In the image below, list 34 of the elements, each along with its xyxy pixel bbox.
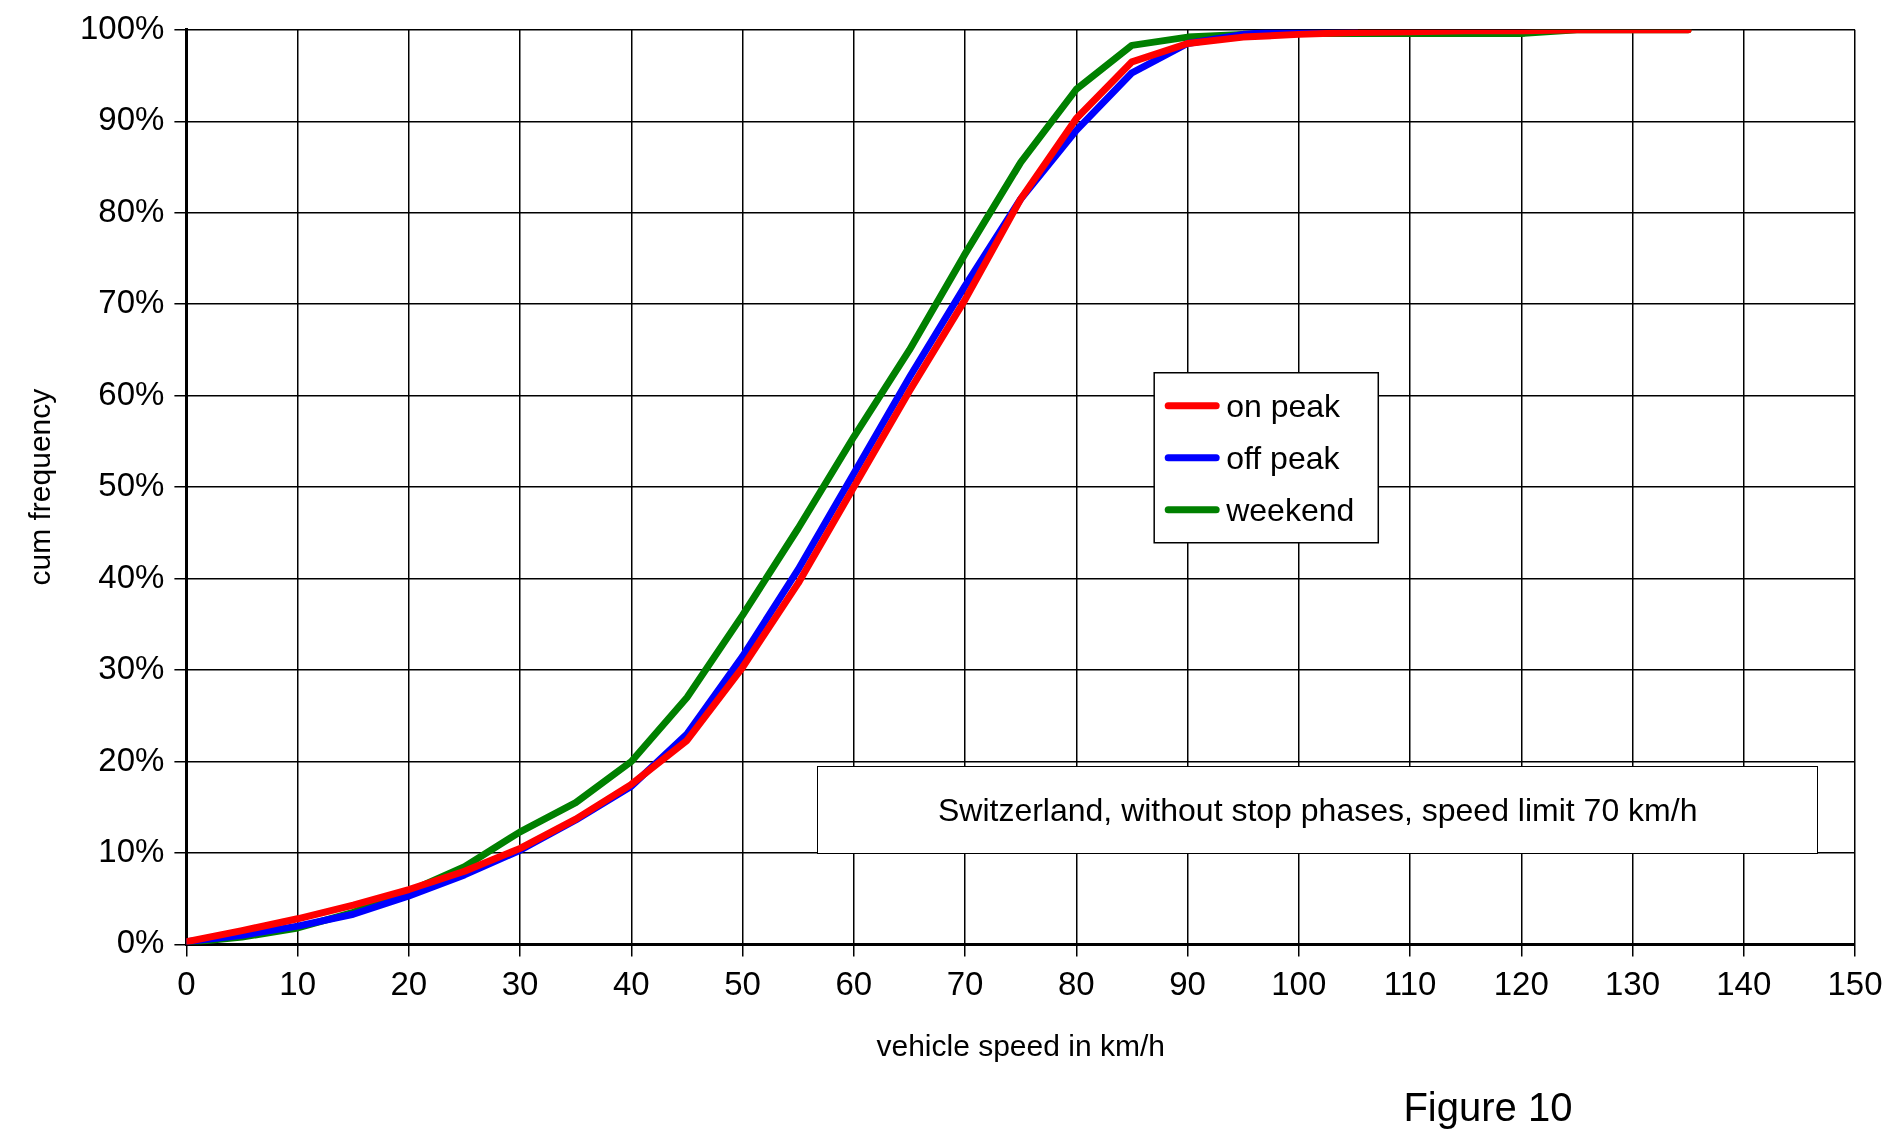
x-tick-label: 100 (1271, 965, 1327, 1003)
x-tick-label: 120 (1493, 965, 1549, 1003)
y-tick-label: 70% (98, 283, 165, 321)
y-tick-label: 60% (98, 374, 165, 412)
y-tick-label: 0% (116, 923, 165, 961)
y-tick-label: 80% (98, 191, 165, 229)
y-axis-title: cum frequency (23, 388, 57, 586)
caption: Figure 10 (1403, 1085, 1573, 1130)
x-axis-title: vehicle speed in km/h (876, 1029, 1165, 1063)
y-tick-label: 90% (98, 100, 165, 138)
x-tick-label: 150 (1827, 965, 1883, 1003)
x-tick-label: 0 (177, 965, 196, 1003)
x-tick-label: 90 (1169, 965, 1206, 1003)
x-tick-label: 140 (1716, 965, 1772, 1003)
x-tick-label: 50 (724, 965, 761, 1003)
y-tick-label: 20% (98, 740, 165, 778)
text-box: Switzerland, without stop phases, speed limit 70 km/h (817, 766, 1819, 855)
legend-label: on peak (1226, 387, 1342, 424)
y-tick-label: 30% (98, 649, 165, 687)
x-tick-label: 10 (279, 965, 316, 1003)
x-tick-label: 130 (1604, 965, 1661, 1003)
x-tick-label: 20 (390, 965, 428, 1003)
x-tick-label: 30 (501, 965, 539, 1003)
y-tick-label: 50% (98, 466, 165, 504)
y-tick-label: 10% (98, 832, 165, 870)
legend-label: off peak (1226, 439, 1341, 476)
x-tick-label: 80 (1057, 965, 1095, 1003)
y-tick-label: 100% (80, 8, 165, 46)
legend-label: weekend (1225, 491, 1355, 528)
x-tick-label: 70 (946, 965, 984, 1003)
x-tick-label: 110 (1383, 965, 1437, 1003)
x-tick-label: 60 (835, 965, 873, 1003)
y-tick-label: 40% (98, 557, 165, 595)
x-tick-label: 40 (613, 965, 650, 1003)
